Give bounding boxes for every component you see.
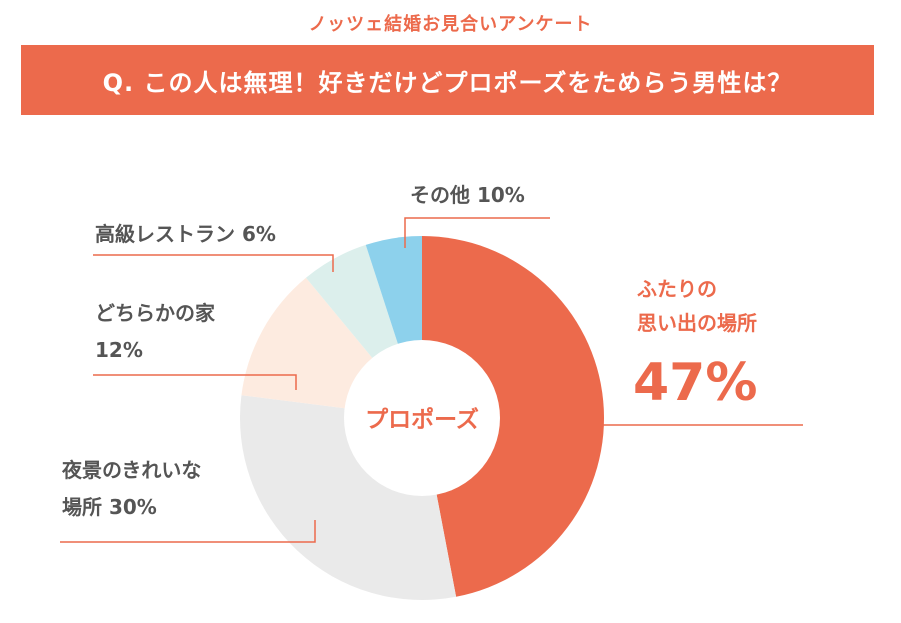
question-banner: Q. この人は無理！好きだけどプロポーズをためらう男性は？ xyxy=(21,45,874,115)
label-memorable-place-line-2: 思い出の場所 xyxy=(637,311,757,335)
leader-line-home xyxy=(93,374,297,390)
donut-hole xyxy=(344,340,500,496)
leader-line-night-view xyxy=(60,520,316,543)
label-home-line-2: 12% xyxy=(95,338,143,362)
label-home-line-1: どちらかの家 xyxy=(95,301,216,325)
leader-line-other xyxy=(404,217,550,248)
question-text: Q. この人は無理！好きだけどプロポーズをためらう男性は？ xyxy=(102,68,793,97)
leader-line-memorable-place xyxy=(582,424,803,445)
survey-subtitle: ノッツェ結婚お見合いアンケート xyxy=(308,14,593,35)
label-memorable-place-value: 47% xyxy=(633,353,757,413)
center-label: プロポーズ xyxy=(365,406,479,433)
label-night-view-line-2: 場所 30% xyxy=(62,495,157,519)
slice-memorable-place xyxy=(422,236,605,597)
label-other-line-1: その他 10% xyxy=(410,183,525,207)
leader-line-restaurant xyxy=(93,254,334,272)
label-restaurant-line-1: 高級レストラン 6% xyxy=(95,222,276,246)
label-memorable-place-line-1: ふたりの xyxy=(637,277,717,301)
label-night-view-line-1: 夜景のきれいな xyxy=(61,458,201,482)
